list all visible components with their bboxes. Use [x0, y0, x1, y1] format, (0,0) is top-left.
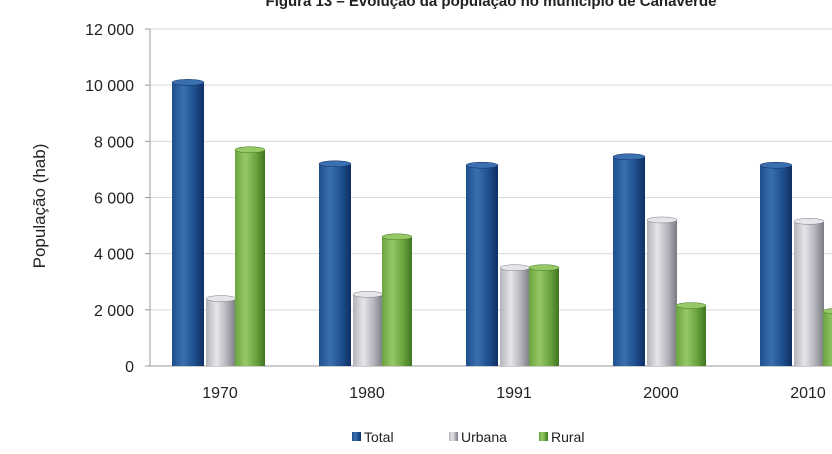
bar-rural-2000 [675, 302, 707, 366]
legend-label: Total [364, 429, 394, 445]
bar-urbana-2010 [793, 218, 825, 366]
legend-item-urbana: Urbana [449, 429, 507, 445]
x-tick-label: 1970 [202, 385, 238, 402]
legend: Total Urbana Rural [352, 429, 584, 445]
y-tick-label: 2 000 [94, 303, 134, 320]
x-tick-label: 2010 [790, 385, 826, 402]
bar-urbana-2000 [646, 216, 678, 366]
bar-total-1991 [465, 161, 499, 366]
bar-total-2010 [759, 161, 793, 366]
bar-total-2000 [612, 153, 646, 366]
y-axis-title: População (hab) [30, 144, 49, 269]
y-tick-label: 10 000 [85, 78, 134, 95]
legend-label: Rural [551, 429, 584, 445]
y-tick-labels: 0 2 000 4 000 6 000 8 000 10 000 12 000 [85, 22, 134, 376]
legend-swatch [449, 432, 458, 441]
legend-item-total: Total [352, 429, 394, 445]
x-tick-label: 1980 [349, 385, 385, 402]
legend-label: Urbana [461, 429, 507, 445]
bar-rural-1970 [234, 146, 266, 366]
bar-total-1970 [171, 79, 205, 366]
legend-swatch [352, 432, 361, 441]
y-tick-label: 0 [125, 359, 134, 376]
bar-total-1980 [318, 160, 352, 366]
bars [171, 79, 832, 366]
bar-urbana-1991 [499, 264, 531, 366]
legend-swatch [539, 432, 548, 441]
bar-rural-1991 [528, 264, 560, 366]
bar-rural-2010 [822, 308, 832, 366]
x-tick-label: 2000 [643, 385, 679, 402]
y-tick-label: 8 000 [94, 134, 134, 151]
x-tick-labels: 1970 1980 1991 2000 2010 [202, 385, 826, 402]
x-tick-label: 1991 [496, 385, 532, 402]
y-tick-label: 4 000 [94, 247, 134, 264]
y-tick-label: 12 000 [85, 22, 134, 39]
y-tick-label: 6 000 [94, 191, 134, 208]
chart-title: Figura 13 – Evolução da população no mun… [265, 0, 717, 10]
bar-urbana-1970 [205, 295, 237, 366]
bar-urbana-1980 [352, 291, 384, 366]
legend-item-rural: Rural [539, 429, 584, 445]
bar-rural-1980 [381, 233, 413, 366]
